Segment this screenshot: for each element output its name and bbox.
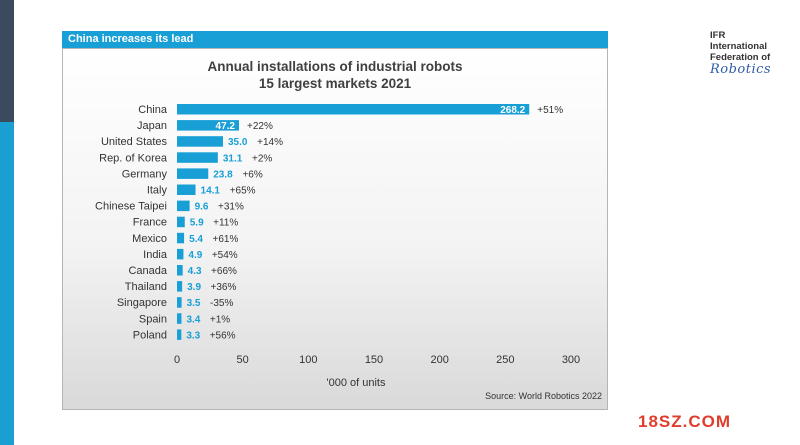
growth-label: +36% (211, 282, 237, 293)
x-tick-label: 150 (365, 354, 383, 366)
category-label: Mexico (132, 233, 167, 245)
bar (177, 104, 530, 115)
bar (177, 216, 185, 228)
bar (177, 168, 209, 179)
x-tick-label: 200 (430, 354, 448, 366)
category-label: Chinese Taipei (95, 201, 167, 213)
category-label: Canada (128, 265, 167, 277)
bar (177, 152, 218, 163)
bar (177, 329, 182, 340)
ifr-logo: IFR International Federation of Robotics (710, 30, 790, 77)
bars-layer (177, 104, 530, 340)
growth-label: +11% (213, 218, 238, 229)
growth-label: +31% (218, 202, 244, 213)
growth-label: +2% (252, 153, 272, 164)
value-label: 268.2 (500, 105, 525, 116)
category-label: United States (101, 136, 168, 148)
value-label: 14.1 (201, 186, 221, 197)
bar (177, 200, 190, 212)
value-label: 23.8 (213, 169, 233, 180)
growth-label: +14% (257, 137, 283, 148)
category-label: France (133, 217, 167, 229)
category-label: Germany (122, 168, 168, 180)
ticks-layer: 0 50 100 150 200 250 300 (174, 354, 580, 366)
value-label: 4.9 (188, 250, 202, 261)
x-tick-label: 0 (174, 354, 180, 366)
bar (177, 281, 183, 292)
growth-label: +66% (211, 266, 237, 277)
chart-title: Annual installations of industrial robot… (62, 58, 608, 92)
x-tick-label: 250 (496, 354, 514, 366)
value-label: 3.3 (186, 330, 200, 341)
growth-label: +65% (230, 186, 256, 197)
category-label: Thailand (125, 281, 167, 293)
bar (177, 232, 185, 244)
x-axis-label: '000 of units (327, 377, 386, 389)
category-label: China (138, 104, 168, 116)
value-label: 35.0 (228, 137, 248, 148)
value-label: 3.9 (187, 282, 201, 293)
chart-title-line2: 15 largest markets 2021 (258, 76, 412, 91)
bar (177, 184, 196, 195)
category-label: Japan (137, 120, 167, 132)
growth-label: +22% (247, 121, 273, 132)
category-label: Singapore (117, 297, 167, 309)
logo-line-2: International (710, 41, 768, 52)
x-tick-label: 300 (562, 354, 580, 366)
category-label: India (143, 249, 168, 261)
growth-label: +1% (210, 314, 230, 325)
growth-label: +51% (537, 105, 563, 116)
category-label: Rep. of Korea (99, 152, 168, 164)
bar (177, 265, 183, 276)
chart-title-line1: Annual installations of industrial robot… (207, 59, 463, 74)
source-note: Source: World Robotics 2022 (485, 391, 602, 401)
value-label: 4.3 (188, 266, 202, 277)
growth-label: +54% (212, 250, 238, 261)
value-label: 47.2 (216, 121, 236, 132)
growth-label: +6% (242, 169, 262, 180)
left-accent-strip-top (0, 0, 14, 122)
category-label: Spain (139, 313, 167, 325)
logo-line-1: IFR (710, 30, 726, 41)
value-label: 5.4 (189, 234, 203, 245)
growth-label: -35% (210, 298, 233, 309)
value-label: 31.1 (223, 153, 243, 164)
category-label: Poland (133, 329, 167, 341)
bar (177, 297, 182, 308)
x-tick-label: 50 (237, 354, 249, 366)
bar (177, 248, 184, 260)
value-label: 5.9 (190, 218, 204, 229)
bar (177, 120, 239, 131)
section-header: China increases its lead (62, 31, 608, 48)
value-label: 9.6 (195, 202, 209, 213)
bar (177, 136, 223, 147)
value-label: 3.4 (186, 314, 200, 325)
labels-layer: China 268.2 +51% Japan 47.2 +22% United States… (95, 104, 563, 341)
growth-label: +56% (210, 330, 236, 341)
growth-label: +61% (212, 234, 238, 245)
x-tick-label: 100 (299, 354, 317, 366)
category-label: Italy (147, 185, 168, 197)
watermark: 18SZ.COM (638, 412, 732, 431)
value-label: 3.5 (187, 298, 201, 309)
logo-script: Robotics (710, 62, 772, 77)
logo-line-3: Federation of (710, 52, 771, 63)
bar (177, 313, 182, 324)
